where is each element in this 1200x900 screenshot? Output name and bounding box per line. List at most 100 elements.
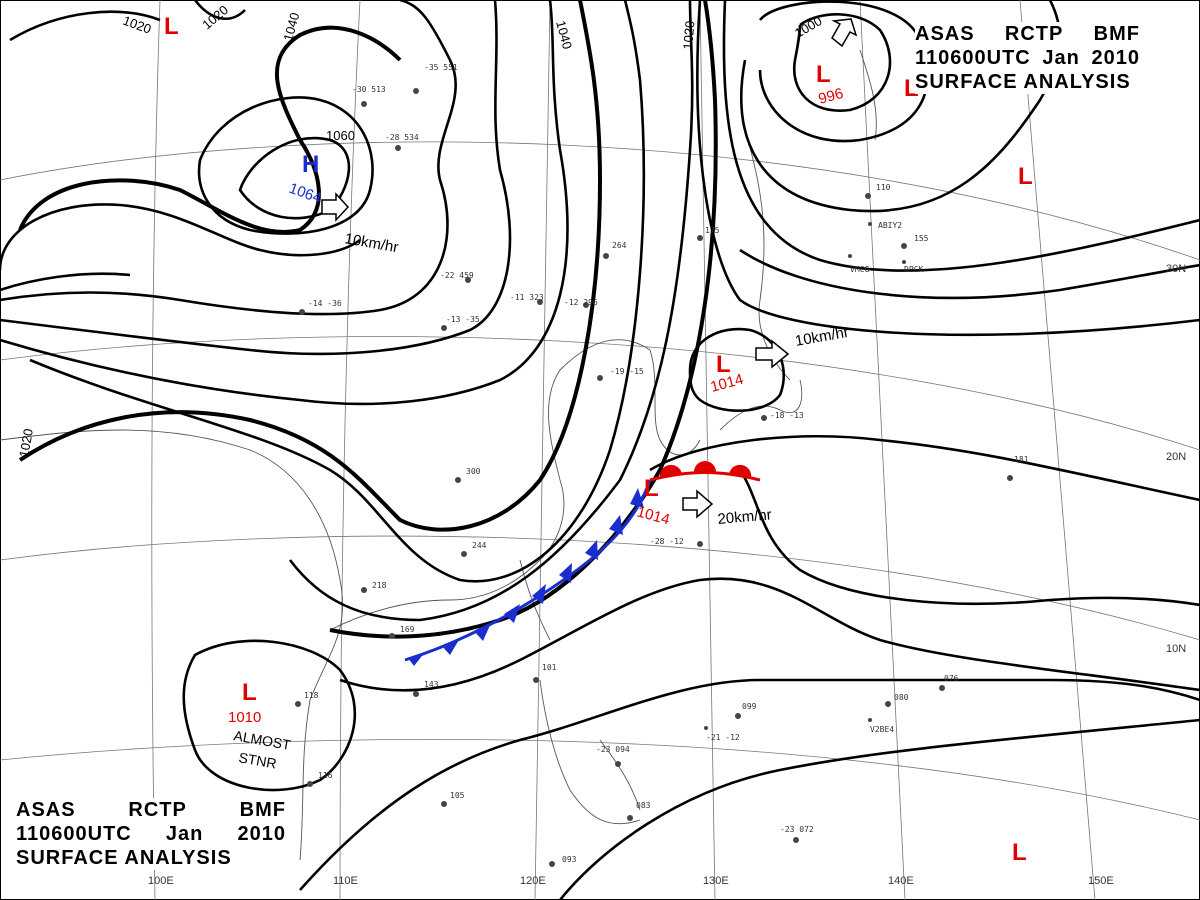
movement-arrows xyxy=(321,18,858,519)
low-pressure-value-996: 996 xyxy=(817,85,846,108)
station-text: -30 513 xyxy=(352,85,386,94)
station-text: 076 xyxy=(944,674,959,683)
station-plot: -12 296 xyxy=(564,298,598,308)
warm-front-bump xyxy=(694,461,716,472)
station-plot: V2BE4 xyxy=(868,718,894,734)
station-text: 218 xyxy=(372,581,387,590)
isobar-label: 1020 xyxy=(199,2,231,32)
station-plot: -19 -15 xyxy=(597,367,644,381)
header-year: 2010 xyxy=(237,823,286,845)
station-plot: -23 094 xyxy=(596,745,630,767)
header-line-2: 110600UTC Jan 2010 xyxy=(16,822,286,846)
cold-front-triangle xyxy=(408,652,425,666)
arrow-low-northeast xyxy=(831,18,858,48)
station-text: -22 459 xyxy=(440,271,474,280)
lat-label: 20N xyxy=(1166,451,1186,463)
arrow-low-japan xyxy=(755,339,790,369)
station-text: -18 -13 xyxy=(770,411,804,420)
low-center-ne-small-2: L xyxy=(1018,163,1033,190)
header-month: Jan xyxy=(1042,47,1080,69)
station-plot: 181 xyxy=(1007,455,1029,481)
header-station: RCTP xyxy=(1004,23,1064,45)
warm-front-bump xyxy=(659,464,682,478)
station-text: 264 xyxy=(612,241,627,250)
station-text: 116 xyxy=(318,771,333,780)
station-plot: 175 xyxy=(697,226,720,241)
cold-front-triangle xyxy=(630,488,644,508)
cold-front-triangle xyxy=(532,584,546,604)
warm-front xyxy=(649,461,761,482)
cold-front-triangle xyxy=(442,638,460,655)
header-code: BMF xyxy=(239,799,286,821)
station-plot: -14 -36 xyxy=(299,299,342,315)
station-plot: -11 323 xyxy=(510,293,544,305)
grid-labels: 100E 110E 120E 130E 140E 150E 30N 20N 10… xyxy=(148,263,1186,887)
station-plot: 101 xyxy=(533,663,557,683)
isobar-label: 1020 xyxy=(16,427,36,458)
station-text: -19 -15 xyxy=(610,367,644,376)
warm-front-bump xyxy=(729,464,752,478)
station-text: 181 xyxy=(1014,455,1029,464)
station-plot: 116 xyxy=(307,771,333,787)
cold-front-triangle xyxy=(559,563,572,583)
station-plot: 218 xyxy=(361,581,387,593)
station-id: ABIY2 xyxy=(878,221,902,230)
lon-label: 130E xyxy=(703,875,729,887)
station-plot: -28 534 xyxy=(385,133,419,151)
station-plot: 080 xyxy=(885,693,909,707)
station-plot: 110 xyxy=(865,183,891,199)
chart-header-bottom-left: ASAS RCTP BMF 110600UTC Jan 2010 SURFACE… xyxy=(16,798,286,870)
station-plot: DPCK xyxy=(902,260,923,274)
station-text: 175 xyxy=(705,226,720,235)
station-text: -11 323 xyxy=(510,293,544,302)
isobar-label: 1020 xyxy=(680,20,697,50)
station-plot: 155 xyxy=(901,234,929,249)
station-text: 080 xyxy=(894,693,909,702)
note-stnr: STNR xyxy=(237,749,277,771)
station-text: -12 296 xyxy=(564,298,598,307)
lon-label: 150E xyxy=(1088,875,1114,887)
header-source: ASAS xyxy=(915,23,975,45)
station-plot: ABIY2 xyxy=(868,221,902,230)
station-text: 093 xyxy=(562,855,577,864)
cold-front-triangle xyxy=(585,540,598,560)
station-id: -21 -12 xyxy=(706,733,740,742)
cold-front xyxy=(404,479,652,666)
lon-label: 120E xyxy=(520,875,546,887)
low-pressure-value-1010: 1010 xyxy=(228,709,261,726)
low-center-frontal: L xyxy=(644,475,659,502)
header-month: Jan xyxy=(165,823,204,845)
station-text: 169 xyxy=(400,625,415,634)
cold-front-triangle xyxy=(504,604,520,623)
station-text: -28 534 xyxy=(385,133,419,142)
station-plot: 300 xyxy=(455,467,481,483)
station-plot: -22 459 xyxy=(440,271,474,283)
station-plot: -18 -13 xyxy=(761,411,804,421)
header-line-3: SURFACE ANALYSIS xyxy=(915,70,1140,94)
station-plot: -13 -35 xyxy=(441,315,480,331)
speed-high: 10km/hr xyxy=(343,230,399,256)
header-line-1: ASAS RCTP BMF xyxy=(16,798,286,822)
station-plot: -30 513 xyxy=(352,85,386,107)
station-text: -28 -12 xyxy=(650,537,684,546)
lon-label: 140E xyxy=(888,875,914,887)
station-text: 110 xyxy=(876,183,891,192)
header-title: SURFACE ANALYSIS xyxy=(915,71,1131,93)
isobar-labels: 1020 1020 1040 1060 1040 1020 1000 1020 xyxy=(16,2,824,458)
header-year: 2010 xyxy=(1091,47,1140,69)
station-plot: 244 xyxy=(461,541,487,557)
station-text: -14 -36 xyxy=(308,299,342,308)
header-source: ASAS xyxy=(16,799,76,821)
lon-label: 100E xyxy=(148,875,174,887)
station-id: VMCG xyxy=(850,265,869,274)
station-plot: -21 -12 xyxy=(704,726,740,742)
low-pressure-value-japan: 1014 xyxy=(709,371,746,396)
station-plot: 076 xyxy=(939,674,959,691)
header-code: BMF xyxy=(1093,23,1140,45)
station-text: -23 094 xyxy=(596,745,630,754)
station-plot: -35 551 xyxy=(413,63,458,94)
stationary-note: ALMOST STNR xyxy=(232,727,292,771)
